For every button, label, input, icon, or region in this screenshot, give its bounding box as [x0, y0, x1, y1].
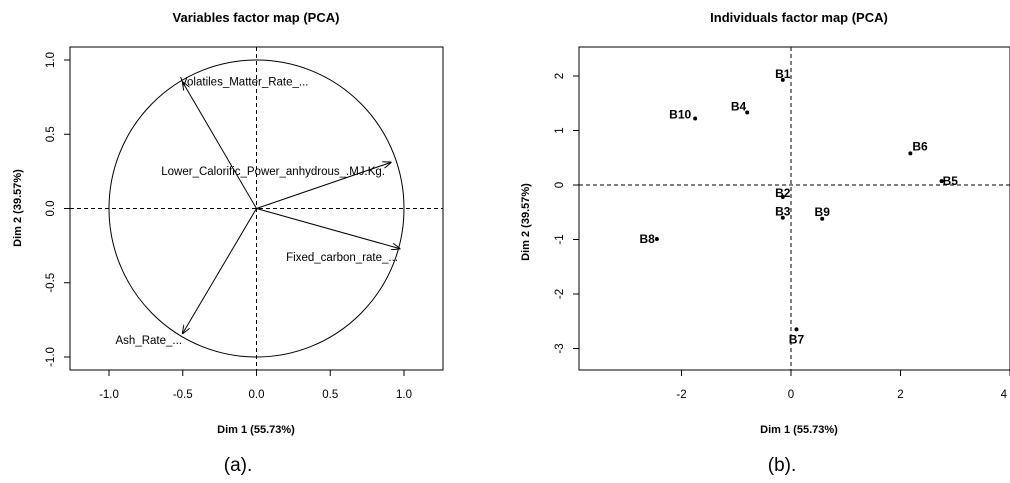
- plot-frame: [578, 46, 1010, 371]
- chart-title: Individuals factor map (PCA): [710, 10, 888, 25]
- individual-point: [745, 110, 750, 115]
- x-tick-label: 0.5: [322, 389, 338, 401]
- x-tick-label: -0.5: [173, 389, 193, 401]
- y-axis-label: Dim 2 (39.57%): [12, 169, 24, 247]
- plot-area: -2 0 2 4 -3 -2 -1 0 1 2 B1 B10 B4 B6 B5 B2 B3 B9 B8 B7: [554, 47, 1010, 401]
- plot-area: -1.0 -0.5 0.0 0.5 1.0 -1.0 -0.5 0.0 0.5 1.0 Volati…: [45, 47, 443, 401]
- y-tick-label: -1.0: [45, 347, 57, 367]
- x-tick-label: 2: [897, 389, 903, 401]
- y-tick-label: 0: [554, 182, 566, 188]
- x-tick-label: -1.0: [99, 389, 119, 401]
- caption-a: (a).: [224, 455, 253, 476]
- x-tick-label: -2: [676, 389, 686, 401]
- individual-label: B5: [943, 174, 959, 188]
- x-axis-label: Dim 1 (55.73%): [217, 424, 295, 436]
- x-tick-label: 1.0: [396, 389, 412, 401]
- individual-point: [693, 116, 698, 121]
- individual-point: [820, 216, 825, 221]
- variable-vector: [256, 162, 391, 209]
- y-tick-label: 1.0: [45, 52, 57, 68]
- y-tick-label: -0.5: [45, 273, 57, 293]
- variable-vector: [183, 208, 257, 334]
- individual-point: [780, 77, 785, 82]
- y-tick-label: -3: [554, 343, 566, 353]
- individual-point: [780, 194, 785, 199]
- individual-label: B8: [640, 232, 656, 246]
- y-tick-label: 2: [554, 73, 566, 79]
- y-axis-label: Dim 2 (39.57%): [520, 183, 532, 261]
- y-tick-label: 1: [554, 127, 566, 133]
- individual-point: [654, 236, 659, 241]
- individuals-factor-map: Individuals factor map (PCA) -2 0 2 4 -3 -2 -1…: [520, 10, 1010, 476]
- individual-point: [939, 179, 944, 184]
- x-tick-label: 0.0: [249, 389, 265, 401]
- individual-label: B9: [815, 205, 831, 219]
- individual-label: B4: [731, 100, 747, 114]
- individual-label: B7: [789, 332, 805, 346]
- y-tick-label: -1: [554, 234, 566, 244]
- individual-point: [794, 327, 799, 332]
- individual-point: [780, 215, 785, 220]
- individual-label: B3: [775, 205, 791, 219]
- caption-b: (b).: [768, 455, 797, 476]
- y-tick-label: -2: [554, 289, 566, 299]
- individual-label: B6: [912, 139, 928, 153]
- y-tick-label: 0.0: [45, 201, 57, 217]
- variable-vector: [183, 82, 257, 209]
- individual-label: B1: [775, 67, 791, 81]
- individual-label: B10: [669, 108, 691, 122]
- variable-label: Volatiles_Matter_Rate_...: [180, 76, 309, 88]
- chart-title: Variables factor map (PCA): [173, 10, 340, 25]
- x-axis-label: Dim 1 (55.73%): [760, 424, 838, 436]
- individual-point: [908, 151, 913, 156]
- x-tick-label: 0: [788, 389, 794, 401]
- variable-label: Fixed_carbon_rate_...: [286, 252, 398, 264]
- variable-label: Ash_Rate_...: [116, 335, 182, 347]
- variables-factor-map: Variables factor map (PCA) -1.0 -0.5 0.0 0.…: [12, 10, 444, 476]
- x-tick-label: 4: [1001, 389, 1008, 401]
- variable-vector: [256, 208, 400, 249]
- variable-label: Lower_Calorific_Power_anhydrous_.MJ.Kg.: [161, 166, 385, 178]
- y-tick-label: 0.5: [45, 126, 57, 142]
- individual-label: B2: [775, 186, 791, 200]
